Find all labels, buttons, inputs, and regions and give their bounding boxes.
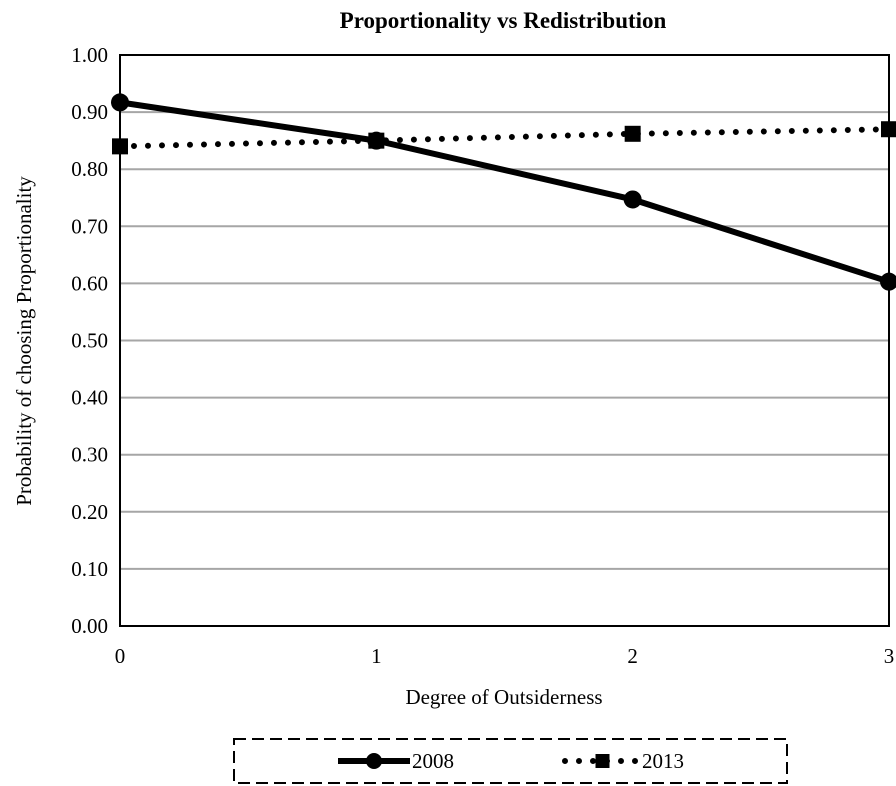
y-tick-label: 0.20 — [71, 500, 108, 524]
data-point-2013 — [368, 132, 385, 149]
y-tick-label: 0.40 — [71, 386, 108, 410]
data-point-2013 — [881, 121, 896, 138]
series-layer — [111, 93, 896, 291]
legend-marker-2008 — [366, 753, 382, 769]
y-tick-label: 0.30 — [71, 443, 108, 467]
gridlines — [120, 111, 889, 570]
data-point-2013 — [112, 138, 128, 155]
y-axis-label: Probability of choosing Proportionality — [12, 176, 36, 506]
legend-label-2013: 2013 — [642, 749, 684, 773]
data-point-2008 — [880, 272, 896, 291]
series-line-2013 — [117, 126, 892, 150]
y-tick-label: 0.00 — [71, 614, 108, 638]
x-tick-label: 1 — [371, 644, 382, 668]
plot-area-border — [119, 54, 890, 627]
y-axis-ticks: 0.00 0.10 0.20 0.30 0.40 0.50 0.60 0.70 0.80 0.90… — [71, 43, 108, 638]
x-tick-label: 0 — [115, 644, 126, 668]
y-tick-label: 0.80 — [71, 157, 108, 181]
y-tick-label: 0.90 — [71, 100, 108, 124]
y-tick-label: 0.50 — [71, 329, 108, 353]
y-tick-label: 0.70 — [71, 214, 108, 238]
y-tick-label: 1.00 — [71, 43, 108, 67]
data-point-2008 — [623, 190, 642, 209]
x-tick-label: 2 — [627, 644, 638, 668]
data-point-2008 — [111, 93, 129, 112]
y-tick-label: 0.60 — [71, 271, 108, 295]
chart-title: Proportionality vs Redistribution — [340, 8, 667, 33]
legend-box — [233, 738, 788, 784]
x-tick-label: 3 — [884, 644, 895, 668]
legend: 2008 2013 — [233, 738, 788, 784]
y-tick-label: 0.10 — [71, 557, 108, 581]
legend-label-2008: 2008 — [412, 749, 454, 773]
legend-marker-2013 — [595, 754, 610, 768]
x-axis-label: Degree of Outsiderness — [405, 685, 602, 709]
x-axis-ticks: 0 1 2 3 — [115, 644, 895, 668]
data-point-2013 — [624, 125, 641, 142]
series-line-2008 — [119, 99, 890, 285]
